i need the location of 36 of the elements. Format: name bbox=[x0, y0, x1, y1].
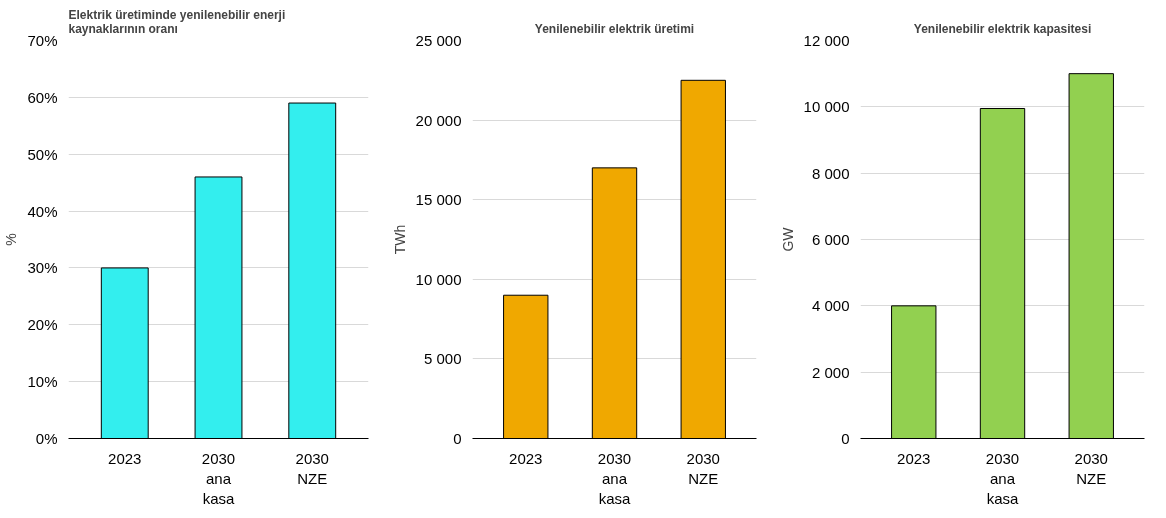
x-tick-label: 2030 NZE bbox=[295, 449, 329, 487]
x-tick-label: 2030 ana kasa bbox=[201, 449, 236, 508]
y-tick-label: 20% bbox=[27, 316, 58, 334]
y-tick-label: 6 000 bbox=[811, 231, 850, 248]
y-tick-label: 25 000 bbox=[415, 32, 462, 49]
chart-title: Yenilenebilir elektrik kapasitesi bbox=[913, 21, 1092, 36]
y-tick-label: 5 000 bbox=[423, 350, 462, 368]
y-tick-label: 15 000 bbox=[415, 191, 462, 209]
y-tick-label: 2 000 bbox=[811, 363, 850, 381]
x-tick-label: 2030 NZE bbox=[686, 449, 720, 487]
y-tick-label: 40% bbox=[27, 202, 58, 220]
y-tick-label: 12 000 bbox=[803, 32, 850, 49]
y-axis-title: TWh bbox=[391, 224, 408, 255]
y-tick-label: 10 000 bbox=[415, 270, 462, 288]
y-tick-label: 20 000 bbox=[415, 111, 462, 129]
y-tick-label: 60% bbox=[27, 88, 58, 106]
y-tick-label: 10% bbox=[27, 373, 58, 391]
y-tick-label: 10 000 bbox=[803, 98, 850, 116]
y-tick-label: 70% bbox=[27, 32, 58, 49]
x-tick-label: 2030 ana kasa bbox=[985, 449, 1020, 508]
chart-title: Yenilenebilir elektrik üretimi bbox=[534, 21, 695, 36]
y-axis-title: % bbox=[3, 233, 20, 246]
y-tick-label: 8 000 bbox=[811, 164, 850, 182]
x-tick-label: 2023 bbox=[509, 449, 543, 467]
y-tick-label: 0% bbox=[35, 430, 58, 447]
y-tick-label: 30% bbox=[27, 259, 58, 277]
y-tick-label: 0 bbox=[841, 430, 850, 447]
x-tick-label: 2030 NZE bbox=[1074, 449, 1108, 487]
y-axis-title: GW bbox=[779, 226, 796, 252]
x-tick-label: 2023 bbox=[108, 449, 142, 467]
x-tick-label: 2023 bbox=[897, 449, 931, 467]
y-tick-label: 0 bbox=[453, 430, 462, 447]
x-tick-label: 2030 ana kasa bbox=[597, 449, 632, 508]
chart-title: Elektrik üretiminde yenilenebilir enerji kaynaklarının oranı bbox=[68, 7, 286, 36]
y-tick-label: 4 000 bbox=[811, 297, 850, 315]
y-tick-label: 50% bbox=[27, 145, 58, 163]
